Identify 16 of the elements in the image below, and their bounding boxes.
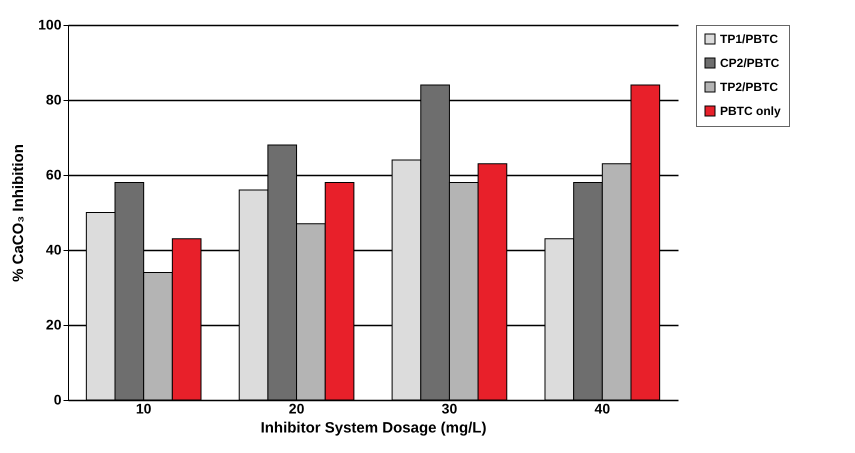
x-axis-title: Inhibitor System Dosage (mg/L) [260, 420, 486, 436]
y-tick-label: 100 [38, 16, 62, 32]
y-tick-label: 20 [46, 316, 62, 332]
x-tick-label: 20 [288, 400, 305, 416]
x-tick-label: 10 [136, 400, 152, 416]
x-tick-label: 30 [442, 400, 458, 416]
y-tick-label: 80 [46, 92, 62, 108]
legend-label: TP2/PBTC [720, 80, 778, 94]
legend-label: TP1/PBTC [720, 32, 778, 46]
y-tick-label: 40 [46, 242, 62, 258]
y-tick-label: 0 [54, 392, 62, 408]
legend-label: PBTC only [720, 104, 781, 118]
y-tick-label: 60 [46, 166, 62, 182]
y-axis-title: % CaCO₃ Inhibition [10, 144, 28, 282]
legend-label: CP2/PBTC [720, 56, 780, 70]
x-tick-label: 40 [594, 400, 610, 416]
